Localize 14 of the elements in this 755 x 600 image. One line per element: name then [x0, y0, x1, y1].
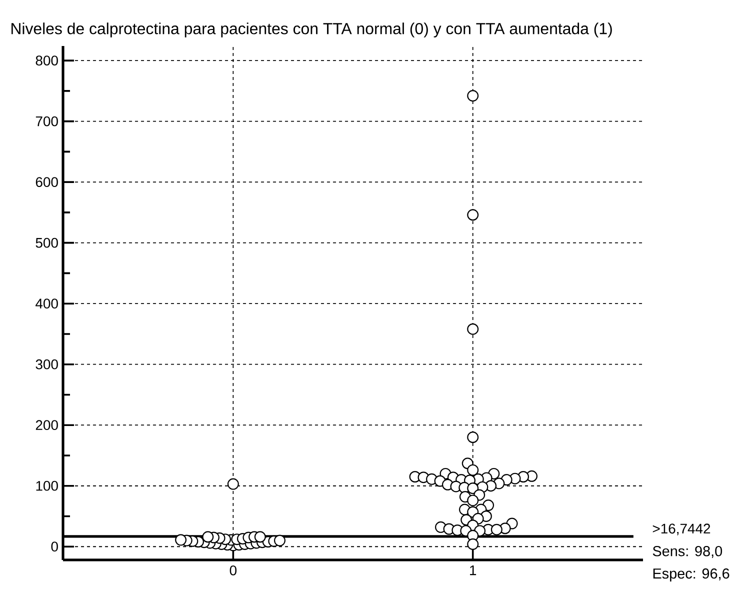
y-tick-label: 800	[36, 56, 58, 66]
y-tick-label: 400	[36, 298, 58, 309]
y-tick-label: 600	[36, 177, 58, 188]
x-tick-label: 1	[470, 566, 476, 576]
ref-line-label: >16,7442	[652, 524, 710, 536]
chart-title: Niveles de calprotectina para pacientes con TTA normal (0) y con TTA aumentada (1)	[12, 22, 612, 38]
text: Sens: 98,0	[652, 546, 722, 558]
y-tick-label: 100	[36, 480, 58, 491]
text: Espec: 96,6	[653, 568, 730, 582]
y-tick-label: 500	[36, 238, 58, 248]
y-tick-label: 200	[36, 420, 58, 430]
y-tick-label: 0	[51, 542, 58, 552]
y-tick-label: 700	[36, 116, 58, 126]
y-tick-label: 300	[36, 359, 58, 370]
